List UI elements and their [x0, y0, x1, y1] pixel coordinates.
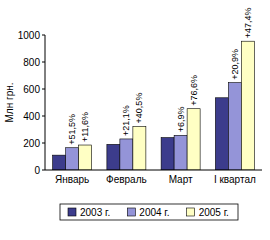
- x-tick-label: I квартал: [214, 174, 256, 185]
- legend: 2003 г. 2004 г. 2005 г.: [60, 204, 238, 220]
- y-tick-label: 200: [23, 138, 40, 149]
- legend-swatch: [68, 208, 76, 216]
- change-label: +76,6%: [189, 75, 199, 106]
- bar: [161, 138, 174, 170]
- y-tick: [42, 62, 45, 63]
- bar: [107, 144, 120, 170]
- bar: [120, 139, 133, 170]
- y-tick-label: 0: [34, 165, 40, 176]
- bar: [53, 155, 66, 170]
- annotations: +51,5% +21,1% +6,9% +20,9% +11,6% +40,5% +76,6…: [67, 7, 253, 144]
- legend-label: 2003 г.: [80, 207, 110, 218]
- y-axis-label: Млн грн.: [4, 83, 15, 123]
- change-label: +20,9%: [230, 49, 240, 80]
- legend-box: [60, 204, 238, 220]
- y-tick: [42, 143, 45, 144]
- y-tick-label: 800: [23, 57, 40, 68]
- y-tick-label: 600: [23, 84, 40, 95]
- y-tick: [42, 116, 45, 117]
- change-label: +21,1%: [121, 105, 131, 136]
- legend-swatch: [127, 208, 135, 216]
- change-label: +51,5%: [67, 114, 77, 145]
- y-tick: [42, 89, 45, 90]
- bar: [79, 145, 92, 170]
- y-tick-label: 1000: [18, 30, 41, 41]
- bar: [66, 148, 79, 170]
- x-tick-label: Февраль: [106, 174, 147, 185]
- legend-label: 2004 г.: [139, 207, 169, 218]
- bar: [228, 83, 241, 170]
- x-tick-label: Март: [169, 174, 193, 185]
- change-label: +6,9%: [176, 107, 186, 133]
- legend-swatch: [187, 208, 195, 216]
- bar: [215, 98, 228, 170]
- y-tick: [42, 35, 45, 36]
- legend-label: 2005 г.: [199, 207, 229, 218]
- bars: [53, 41, 255, 170]
- change-label: +11,6%: [80, 112, 90, 142]
- change-label: +47,4%: [243, 7, 253, 38]
- y-tick-label: 400: [23, 111, 40, 122]
- y-axis: [45, 35, 46, 170]
- bar: [174, 135, 187, 170]
- x-tick-label: Январь: [55, 174, 89, 185]
- bar: [187, 109, 200, 170]
- change-label: +40,5%: [134, 93, 144, 124]
- bar: [241, 41, 254, 170]
- x-axis: [45, 170, 262, 171]
- y-tick: [42, 170, 45, 171]
- chart: 0 200 400 600 800 1000 Млн грн. +51,5% +21,1% +6,…: [0, 0, 270, 240]
- bar: [133, 126, 146, 170]
